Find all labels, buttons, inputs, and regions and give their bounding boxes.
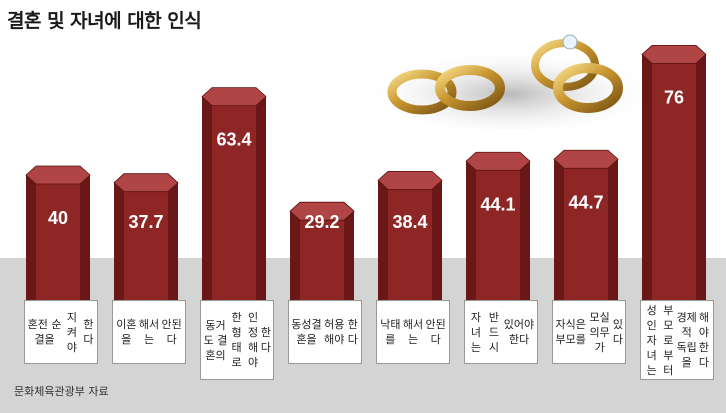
bar-1: 40 bbox=[25, 165, 91, 300]
category-label-2: 이혼을 해서는 안된다 bbox=[112, 300, 186, 364]
bar-7: 44.7 bbox=[553, 149, 619, 300]
chart-title: 결혼 및 자녀에 대한 인식 bbox=[7, 10, 202, 32]
value-label-1: 40 bbox=[48, 208, 68, 228]
wedding-rings-illustration bbox=[360, 34, 660, 130]
value-label-6: 44.1 bbox=[480, 194, 515, 214]
value-label-8: 76 bbox=[664, 87, 684, 107]
category-label-3: 동거도 결혼의 한 형태로 인정해야 한다 bbox=[200, 300, 274, 380]
source-note: 문화체육관광부 자료 bbox=[14, 385, 109, 398]
category-label-8: 성인 자녀는 부모로부터 경제적 독립을 해야 한다 bbox=[640, 300, 714, 380]
value-label-2: 37.7 bbox=[128, 212, 163, 232]
value-label-3: 63.4 bbox=[216, 130, 251, 150]
value-label-4: 29.2 bbox=[304, 212, 339, 232]
value-label-7: 44.7 bbox=[568, 192, 603, 212]
bar-2: 37.7 bbox=[113, 173, 179, 300]
category-label-1: 혼전 순결을 지켜야 한다 bbox=[24, 300, 98, 364]
category-label-5: 낙태를 해서는 안된다 bbox=[376, 300, 450, 364]
category-label-6: 자녀는 반드시 있어야 한다 bbox=[464, 300, 538, 364]
bar-8: 76 bbox=[641, 45, 707, 301]
value-label-5: 38.4 bbox=[392, 212, 427, 232]
bar-6: 44.1 bbox=[465, 151, 531, 300]
bar-3: 63.4 bbox=[201, 87, 267, 300]
bar-4: 29.2 bbox=[289, 201, 355, 300]
category-label-4: 동성결혼을 허용해야 한다 bbox=[288, 300, 362, 364]
bar-5: 38.4 bbox=[377, 170, 443, 300]
category-label-7: 자식은 부모를 모실 의무가 있다 bbox=[552, 300, 626, 364]
